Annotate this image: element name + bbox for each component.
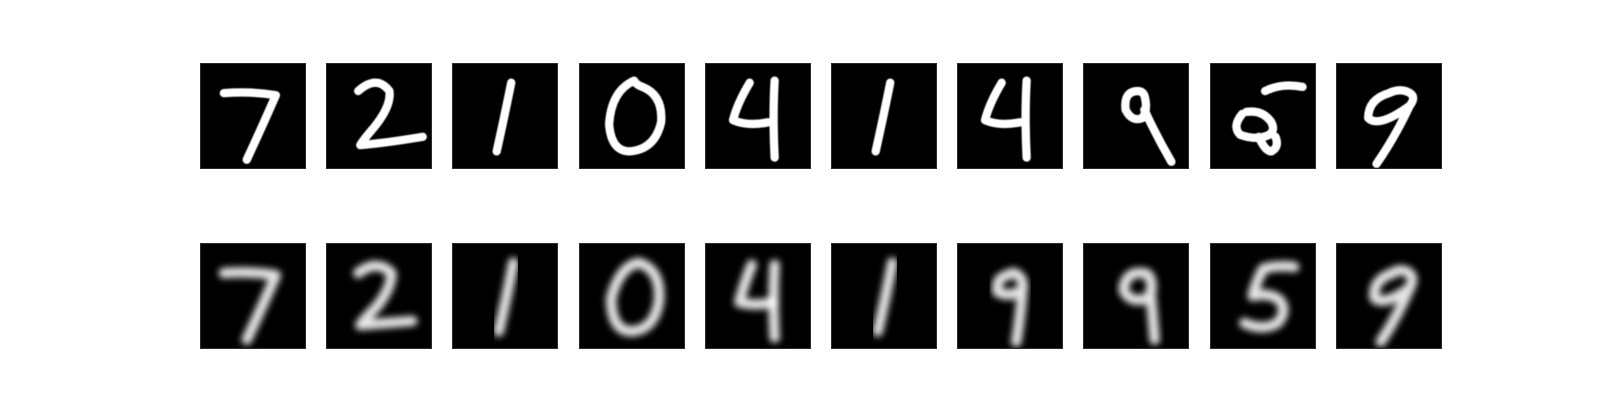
digit-stroke: [981, 78, 1025, 129]
digit-image-tile: [1335, 243, 1442, 349]
digit-drawing: [1368, 265, 1418, 347]
digit-drawing: [353, 260, 418, 331]
digit-drawing: [605, 257, 664, 337]
digit-stroke: [1238, 260, 1299, 333]
digit-image-tile: [957, 243, 1064, 349]
digit-image-tile: [578, 63, 685, 169]
digit-drawing: [218, 267, 282, 345]
digit-image-tile: [1335, 63, 1442, 169]
digit-stroke: [219, 88, 281, 164]
digit-drawing: [604, 76, 666, 156]
digit-drawing: [733, 259, 780, 343]
digit-stroke: [354, 78, 428, 150]
digit-stroke: [872, 257, 898, 337]
digit-drawing: [728, 76, 779, 162]
digit-drawing: [219, 88, 281, 164]
digit-image-tile: [831, 243, 937, 349]
digit-image-tile: [452, 63, 559, 169]
digit-image-tile: [200, 243, 306, 349]
digit-stroke: [733, 259, 778, 310]
digit-drawing: [493, 257, 519, 337]
digit-stroke: [992, 267, 1029, 347]
digit-stroke: [1254, 132, 1281, 156]
digit-stroke: [218, 267, 282, 345]
digit-drawing: [1121, 86, 1176, 166]
digit-stroke: [1368, 265, 1418, 347]
digit-image-tile: [704, 63, 811, 169]
digit-drawing: [492, 78, 516, 156]
digit-stroke: [493, 257, 519, 337]
digit-image-tile: [200, 63, 306, 169]
digit-stroke: [353, 260, 418, 331]
digit-drawing: [1238, 260, 1299, 333]
digit-stroke: [1363, 86, 1418, 168]
digit-stroke: [769, 76, 779, 162]
digit-stroke: [492, 78, 516, 156]
digit-drawing: [871, 78, 895, 156]
digit-stroke: [605, 257, 664, 337]
digit-stroke: [604, 76, 666, 156]
digit-image-tile: [831, 63, 937, 169]
digit-image-tile: [1083, 243, 1190, 349]
digit-stroke: [1231, 81, 1307, 142]
digit-image-tile: [326, 63, 433, 169]
digit-image-tile: [578, 243, 685, 349]
digit-image-tile: [452, 243, 559, 349]
digit-stroke: [871, 78, 895, 156]
digit-drawing: [1118, 267, 1161, 345]
digit-image-tile: [704, 243, 811, 349]
digit-stroke: [1021, 76, 1031, 162]
digit-drawing: [1363, 86, 1418, 168]
digit-drawing: [1231, 81, 1307, 156]
digit-drawing: [354, 78, 428, 150]
digit-image-tile: [326, 243, 433, 349]
digit-image-tile: [1209, 243, 1316, 349]
digit-drawing: [981, 76, 1031, 162]
digit-image-tile: [1209, 63, 1316, 169]
digit-image-tile: [1083, 63, 1190, 169]
digit-drawing: [872, 257, 898, 337]
digit-drawing: [992, 267, 1029, 347]
digit-image-tile: [957, 63, 1064, 169]
digit-stroke: [768, 259, 780, 343]
digit-stroke: [1121, 86, 1176, 166]
digit-stroke: [728, 78, 773, 129]
digit-stroke: [1118, 267, 1161, 345]
